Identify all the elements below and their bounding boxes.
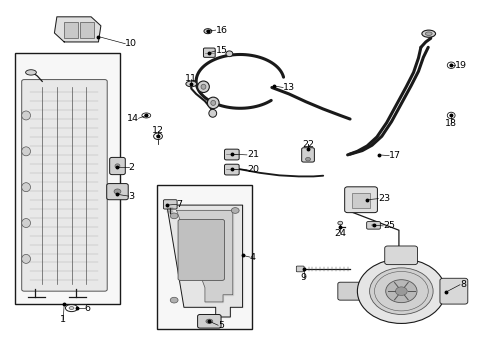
Ellipse shape (156, 135, 160, 138)
FancyBboxPatch shape (296, 266, 304, 272)
Ellipse shape (207, 97, 219, 109)
FancyBboxPatch shape (224, 164, 239, 175)
Circle shape (369, 268, 433, 315)
Text: 12: 12 (152, 126, 164, 135)
Circle shape (231, 208, 239, 213)
Text: 4: 4 (250, 253, 256, 262)
Ellipse shape (422, 30, 436, 37)
FancyBboxPatch shape (107, 184, 128, 200)
Text: 7: 7 (176, 200, 183, 209)
Bar (351, 193, 370, 208)
Ellipse shape (201, 84, 206, 89)
Text: 13: 13 (283, 83, 295, 92)
Ellipse shape (25, 70, 36, 75)
FancyBboxPatch shape (385, 246, 417, 265)
Ellipse shape (186, 81, 196, 87)
Ellipse shape (306, 157, 311, 161)
Ellipse shape (22, 147, 30, 156)
Ellipse shape (206, 319, 213, 323)
FancyBboxPatch shape (302, 148, 315, 162)
Text: 14: 14 (126, 114, 139, 123)
Bar (157, 185, 252, 329)
Text: 8: 8 (460, 280, 466, 289)
Text: 15: 15 (216, 46, 228, 55)
FancyBboxPatch shape (110, 157, 125, 175)
Bar (64, 22, 78, 39)
Text: 20: 20 (247, 166, 259, 175)
Ellipse shape (69, 307, 74, 310)
Circle shape (170, 213, 178, 219)
Bar (80, 22, 94, 39)
Ellipse shape (22, 111, 30, 120)
FancyBboxPatch shape (367, 222, 380, 229)
Text: 22: 22 (302, 140, 314, 149)
Ellipse shape (22, 255, 30, 264)
FancyBboxPatch shape (344, 187, 377, 213)
Text: 3: 3 (129, 192, 135, 201)
Text: 6: 6 (85, 303, 91, 312)
Text: 2: 2 (129, 163, 135, 172)
Text: 21: 21 (247, 150, 259, 159)
Text: 9: 9 (301, 273, 307, 282)
Text: 5: 5 (218, 321, 224, 330)
Text: 23: 23 (378, 194, 391, 203)
FancyBboxPatch shape (178, 220, 224, 280)
Ellipse shape (115, 164, 120, 168)
Ellipse shape (197, 81, 209, 93)
FancyBboxPatch shape (224, 149, 239, 160)
Text: 17: 17 (389, 151, 401, 160)
FancyBboxPatch shape (203, 48, 215, 57)
Polygon shape (176, 211, 233, 302)
Ellipse shape (450, 114, 453, 117)
Ellipse shape (211, 100, 216, 105)
Ellipse shape (206, 30, 209, 32)
FancyBboxPatch shape (22, 80, 107, 291)
Ellipse shape (114, 189, 121, 194)
Text: 1: 1 (60, 315, 66, 324)
Ellipse shape (22, 183, 30, 192)
FancyBboxPatch shape (440, 278, 468, 304)
Ellipse shape (425, 32, 432, 36)
Text: 19: 19 (455, 61, 467, 70)
Text: 16: 16 (216, 26, 228, 35)
Circle shape (395, 287, 407, 296)
FancyBboxPatch shape (338, 282, 361, 300)
Ellipse shape (209, 109, 217, 117)
Polygon shape (54, 17, 101, 42)
FancyBboxPatch shape (163, 200, 177, 209)
Circle shape (357, 259, 445, 323)
Ellipse shape (226, 51, 233, 57)
Ellipse shape (372, 224, 375, 226)
Polygon shape (167, 205, 243, 317)
Ellipse shape (145, 114, 148, 117)
Bar (15, 53, 121, 304)
Text: 24: 24 (334, 229, 346, 238)
FancyBboxPatch shape (197, 315, 221, 328)
Ellipse shape (22, 219, 30, 228)
Ellipse shape (204, 29, 212, 34)
Circle shape (170, 297, 178, 303)
Text: 25: 25 (383, 221, 395, 230)
Circle shape (386, 280, 417, 303)
Text: 18: 18 (445, 119, 457, 128)
Ellipse shape (450, 64, 453, 67)
Text: 10: 10 (125, 39, 137, 48)
Text: 11: 11 (185, 75, 197, 84)
Ellipse shape (338, 221, 343, 225)
